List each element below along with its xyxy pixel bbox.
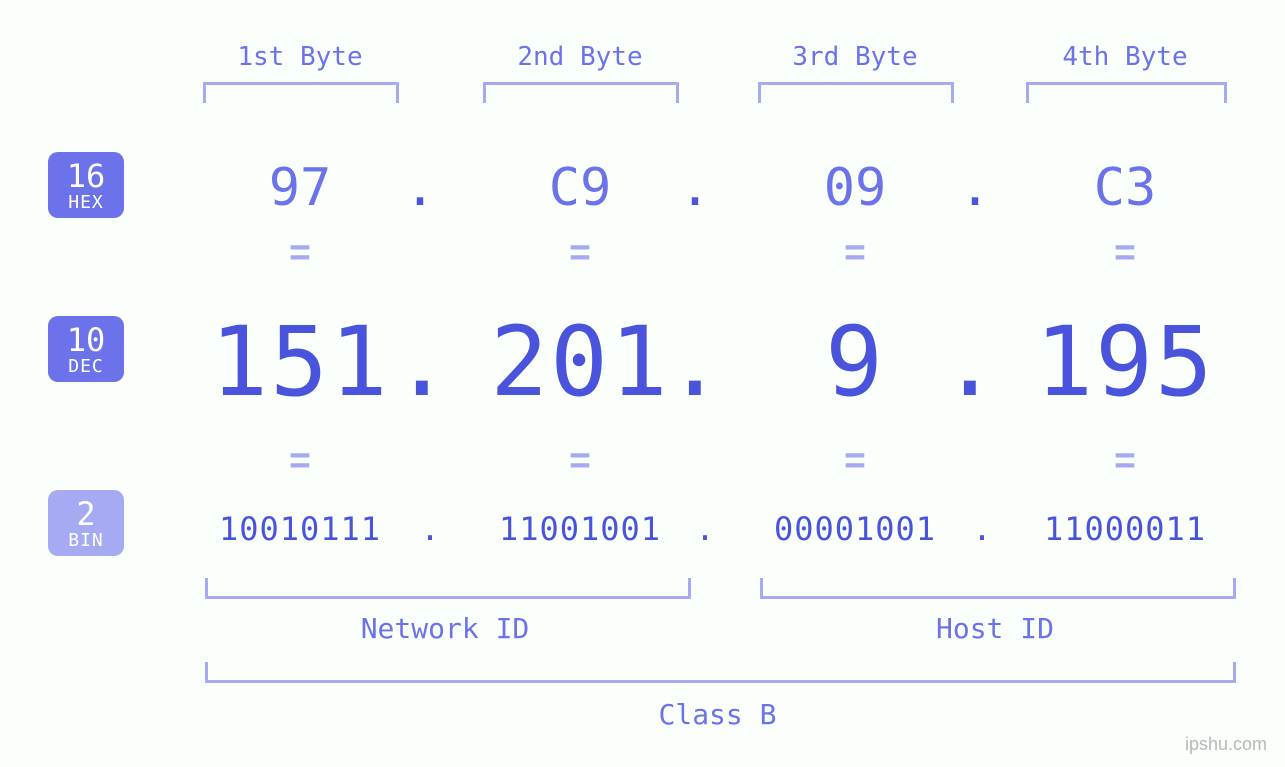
equals-dec-bin-2: = bbox=[750, 432, 960, 489]
row-label-dec-txt: DEC bbox=[48, 358, 124, 376]
bin-byte-3: 11000011 bbox=[1000, 510, 1250, 548]
byte-header-1: 2nd Byte bbox=[475, 42, 685, 72]
equals-hex-dec-0: = bbox=[195, 224, 405, 281]
bin-byte-2: 00001001 bbox=[730, 510, 980, 548]
label-host-id: Host ID bbox=[760, 612, 1230, 645]
bin-dot-0: . bbox=[415, 510, 445, 548]
row-label-hex-txt: HEX bbox=[48, 194, 124, 212]
hex-byte-2: 09 bbox=[750, 158, 960, 218]
label-network-id: Network ID bbox=[205, 612, 685, 645]
byte-bracket-2 bbox=[758, 82, 954, 103]
row-label-dec-num: 10 bbox=[48, 324, 124, 356]
bracket-class bbox=[205, 662, 1236, 683]
watermark: ipshu.com bbox=[1185, 734, 1267, 755]
hex-byte-3: C3 bbox=[1018, 158, 1233, 218]
dec-dot-2: . bbox=[941, 306, 989, 418]
dec-byte-0: 151 bbox=[195, 306, 405, 418]
ip-breakdown-diagram: 16 HEX 10 DEC 2 BIN 1st Byte 97 = 151 = 10010… bbox=[0, 0, 1285, 767]
hex-dot-1: . bbox=[675, 158, 715, 218]
bracket-network-id bbox=[205, 578, 691, 599]
equals-dec-bin-0: = bbox=[195, 432, 405, 489]
row-label-dec: 10 DEC bbox=[48, 316, 124, 382]
bin-byte-1: 11001001 bbox=[455, 510, 705, 548]
label-class: Class B bbox=[205, 698, 1230, 731]
row-label-hex-num: 16 bbox=[48, 160, 124, 192]
dec-byte-1: 201 bbox=[475, 306, 685, 418]
bin-dot-1: . bbox=[690, 510, 720, 548]
byte-bracket-0 bbox=[203, 82, 399, 103]
equals-dec-bin-1: = bbox=[475, 432, 685, 489]
row-label-bin-num: 2 bbox=[48, 498, 124, 530]
bin-dot-2: . bbox=[967, 510, 997, 548]
byte-header-3: 4th Byte bbox=[1018, 42, 1233, 72]
dec-dot-1: . bbox=[666, 306, 714, 418]
row-label-hex: 16 HEX bbox=[48, 152, 124, 218]
row-label-bin-txt: BIN bbox=[48, 532, 124, 550]
dec-byte-2: 9 bbox=[750, 306, 960, 418]
row-label-bin: 2 BIN bbox=[48, 490, 124, 556]
equals-hex-dec-2: = bbox=[750, 224, 960, 281]
byte-bracket-1 bbox=[483, 82, 679, 103]
bin-byte-0: 10010111 bbox=[175, 510, 425, 548]
equals-dec-bin-3: = bbox=[1018, 432, 1233, 489]
equals-hex-dec-3: = bbox=[1018, 224, 1233, 281]
equals-hex-dec-1: = bbox=[475, 224, 685, 281]
columns-area: 1st Byte97=151=100101112nd ByteC9=201=11… bbox=[185, 0, 1245, 767]
bracket-host-id bbox=[760, 578, 1236, 599]
hex-dot-2: . bbox=[955, 158, 995, 218]
byte-header-2: 3rd Byte bbox=[750, 42, 960, 72]
byte-header-0: 1st Byte bbox=[195, 42, 405, 72]
dec-byte-3: 195 bbox=[1018, 306, 1233, 418]
dec-dot-0: . bbox=[393, 306, 441, 418]
byte-bracket-3 bbox=[1026, 82, 1227, 103]
hex-byte-1: C9 bbox=[475, 158, 685, 218]
hex-dot-0: . bbox=[400, 158, 440, 218]
hex-byte-0: 97 bbox=[195, 158, 405, 218]
